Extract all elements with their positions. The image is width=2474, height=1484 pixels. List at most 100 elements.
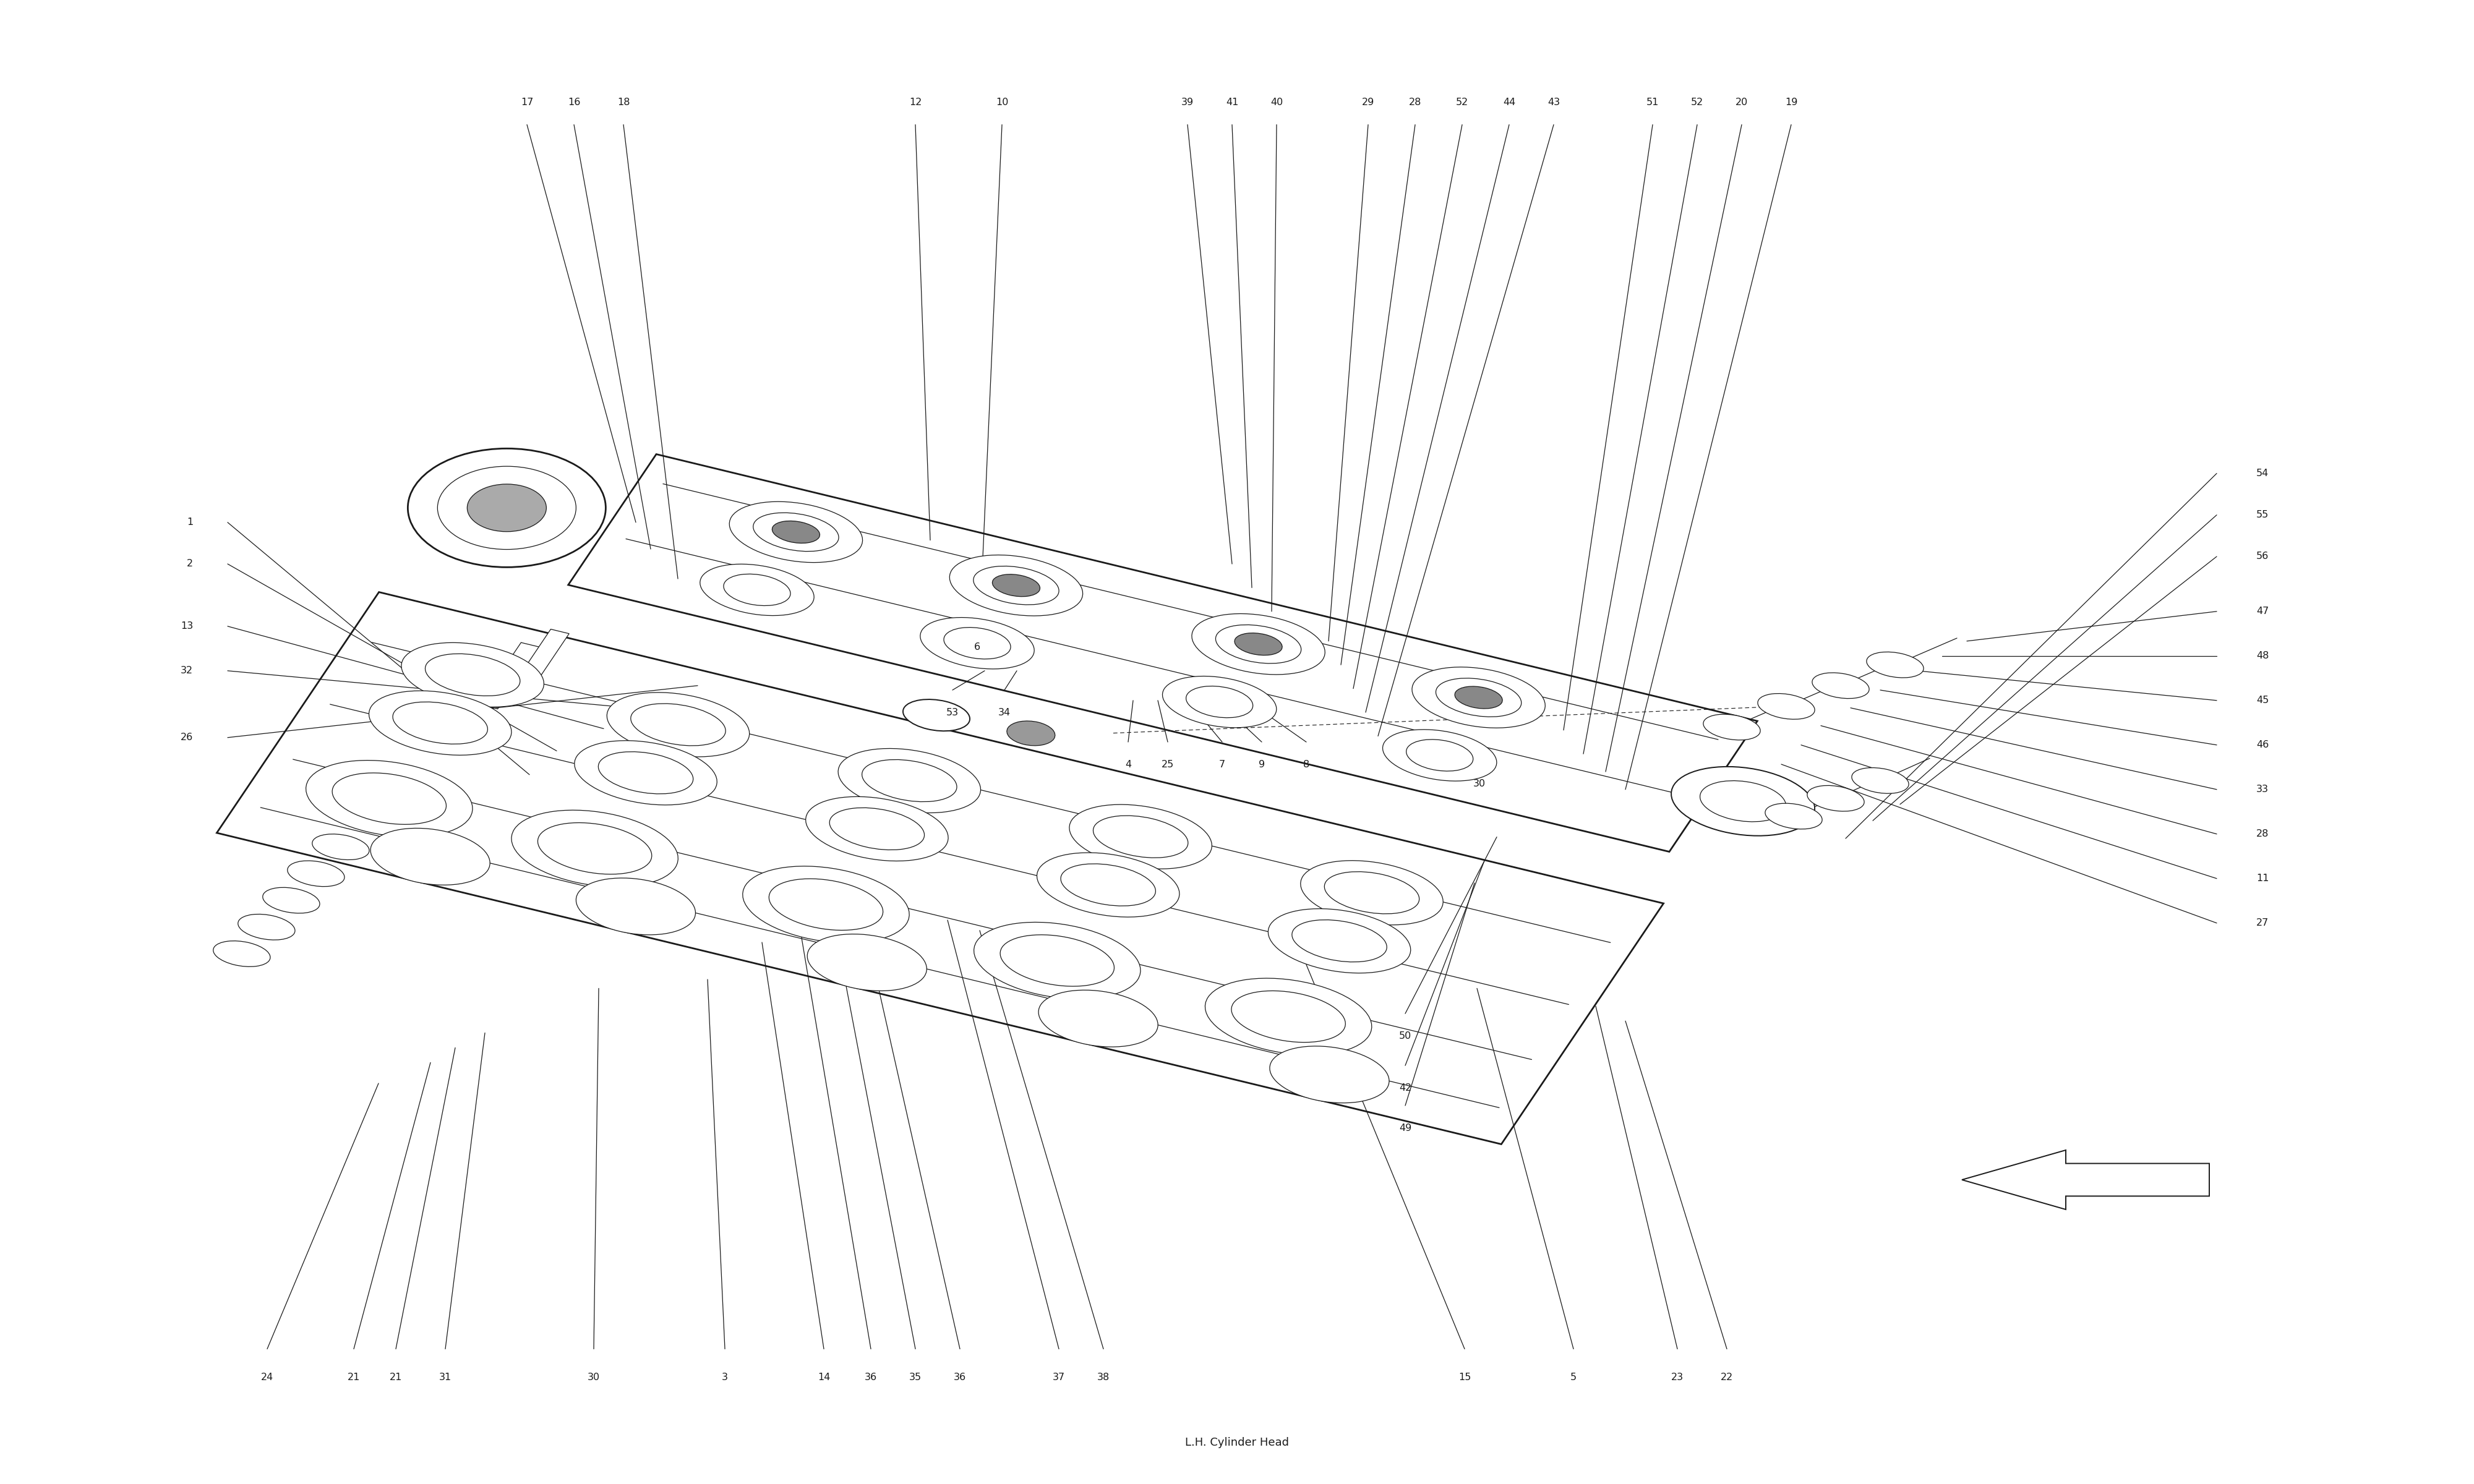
Text: 37: 37: [1051, 1373, 1066, 1382]
Ellipse shape: [1007, 721, 1054, 745]
Ellipse shape: [1069, 804, 1212, 868]
Ellipse shape: [213, 941, 270, 966]
Ellipse shape: [1757, 693, 1816, 720]
Text: 25: 25: [1160, 760, 1175, 769]
Text: 22: 22: [1719, 1373, 1734, 1382]
Ellipse shape: [829, 807, 925, 850]
Text: 17: 17: [520, 98, 534, 107]
Text: 56: 56: [2256, 552, 2269, 561]
Text: 49: 49: [1398, 1123, 1413, 1132]
Text: 6: 6: [975, 643, 980, 651]
Text: 21: 21: [388, 1373, 403, 1382]
Ellipse shape: [1324, 871, 1420, 914]
Ellipse shape: [1215, 625, 1301, 663]
Ellipse shape: [950, 555, 1084, 616]
Text: 45: 45: [2256, 696, 2269, 705]
Text: 38: 38: [1096, 1373, 1111, 1382]
Ellipse shape: [1205, 978, 1371, 1055]
Ellipse shape: [700, 564, 814, 616]
Ellipse shape: [512, 810, 678, 887]
Ellipse shape: [1806, 785, 1865, 812]
Text: 28: 28: [1408, 98, 1423, 107]
Ellipse shape: [438, 466, 576, 549]
Text: 4: 4: [1126, 760, 1131, 769]
Text: 11: 11: [2256, 874, 2269, 883]
Text: 23: 23: [1670, 1373, 1685, 1382]
Ellipse shape: [1185, 686, 1252, 718]
Ellipse shape: [1061, 864, 1155, 905]
Ellipse shape: [1192, 614, 1326, 675]
Text: 15: 15: [1457, 1373, 1472, 1382]
Ellipse shape: [722, 574, 792, 605]
Ellipse shape: [307, 760, 473, 837]
Ellipse shape: [468, 484, 547, 531]
Ellipse shape: [839, 748, 980, 813]
Ellipse shape: [576, 879, 695, 935]
Text: 9: 9: [1259, 760, 1264, 769]
Ellipse shape: [1039, 990, 1158, 1046]
Polygon shape: [218, 592, 1663, 1144]
Polygon shape: [510, 629, 569, 696]
Ellipse shape: [287, 861, 344, 886]
Ellipse shape: [1163, 677, 1277, 727]
Text: 39: 39: [1180, 98, 1195, 107]
Text: 48: 48: [2256, 651, 2269, 660]
Text: 36: 36: [863, 1373, 878, 1382]
Text: 2: 2: [186, 559, 193, 568]
Text: 50: 50: [1398, 1031, 1413, 1040]
Text: 16: 16: [567, 98, 581, 107]
Ellipse shape: [861, 760, 957, 801]
Ellipse shape: [992, 574, 1039, 597]
Ellipse shape: [1235, 634, 1282, 656]
Text: 3: 3: [722, 1373, 727, 1382]
Text: 29: 29: [1361, 98, 1376, 107]
Polygon shape: [569, 454, 1757, 852]
Text: 20: 20: [1734, 98, 1749, 107]
Ellipse shape: [1383, 730, 1497, 781]
Text: 46: 46: [2256, 741, 2269, 749]
Text: 43: 43: [1546, 98, 1561, 107]
Ellipse shape: [752, 513, 839, 552]
Ellipse shape: [1413, 668, 1546, 729]
Text: 35: 35: [908, 1373, 923, 1382]
Ellipse shape: [426, 654, 520, 696]
Text: 51: 51: [1645, 98, 1660, 107]
Ellipse shape: [1405, 739, 1472, 772]
Text: 28: 28: [2256, 830, 2269, 838]
Ellipse shape: [369, 690, 512, 755]
Ellipse shape: [574, 741, 717, 804]
Text: 32: 32: [181, 666, 193, 675]
Text: 18: 18: [616, 98, 631, 107]
Text: 1: 1: [186, 518, 193, 527]
Ellipse shape: [401, 643, 544, 706]
Polygon shape: [480, 643, 539, 709]
Ellipse shape: [1269, 1046, 1390, 1103]
Text: L.H. Cylinder Head: L.H. Cylinder Head: [1185, 1437, 1289, 1448]
Text: 26: 26: [181, 733, 193, 742]
Ellipse shape: [332, 773, 445, 825]
Ellipse shape: [807, 797, 948, 861]
Ellipse shape: [599, 752, 693, 794]
Text: 34: 34: [997, 708, 1012, 717]
Text: 27: 27: [2256, 919, 2269, 927]
Ellipse shape: [1232, 991, 1346, 1042]
Ellipse shape: [742, 867, 910, 942]
Text: 52: 52: [1690, 98, 1705, 107]
Text: 31: 31: [438, 1373, 453, 1382]
Ellipse shape: [262, 887, 319, 913]
Ellipse shape: [1700, 781, 1786, 822]
Ellipse shape: [972, 565, 1059, 604]
Text: 30: 30: [586, 1373, 601, 1382]
Ellipse shape: [1811, 672, 1870, 699]
Ellipse shape: [1672, 767, 1816, 835]
Ellipse shape: [238, 914, 294, 939]
Ellipse shape: [606, 693, 750, 757]
Text: 36: 36: [952, 1373, 967, 1382]
Ellipse shape: [1291, 920, 1388, 962]
Ellipse shape: [371, 828, 490, 884]
Text: 8: 8: [1304, 760, 1309, 769]
Ellipse shape: [1764, 803, 1823, 830]
Text: 5: 5: [1571, 1373, 1576, 1382]
Text: 42: 42: [1398, 1083, 1413, 1092]
Ellipse shape: [393, 702, 487, 743]
